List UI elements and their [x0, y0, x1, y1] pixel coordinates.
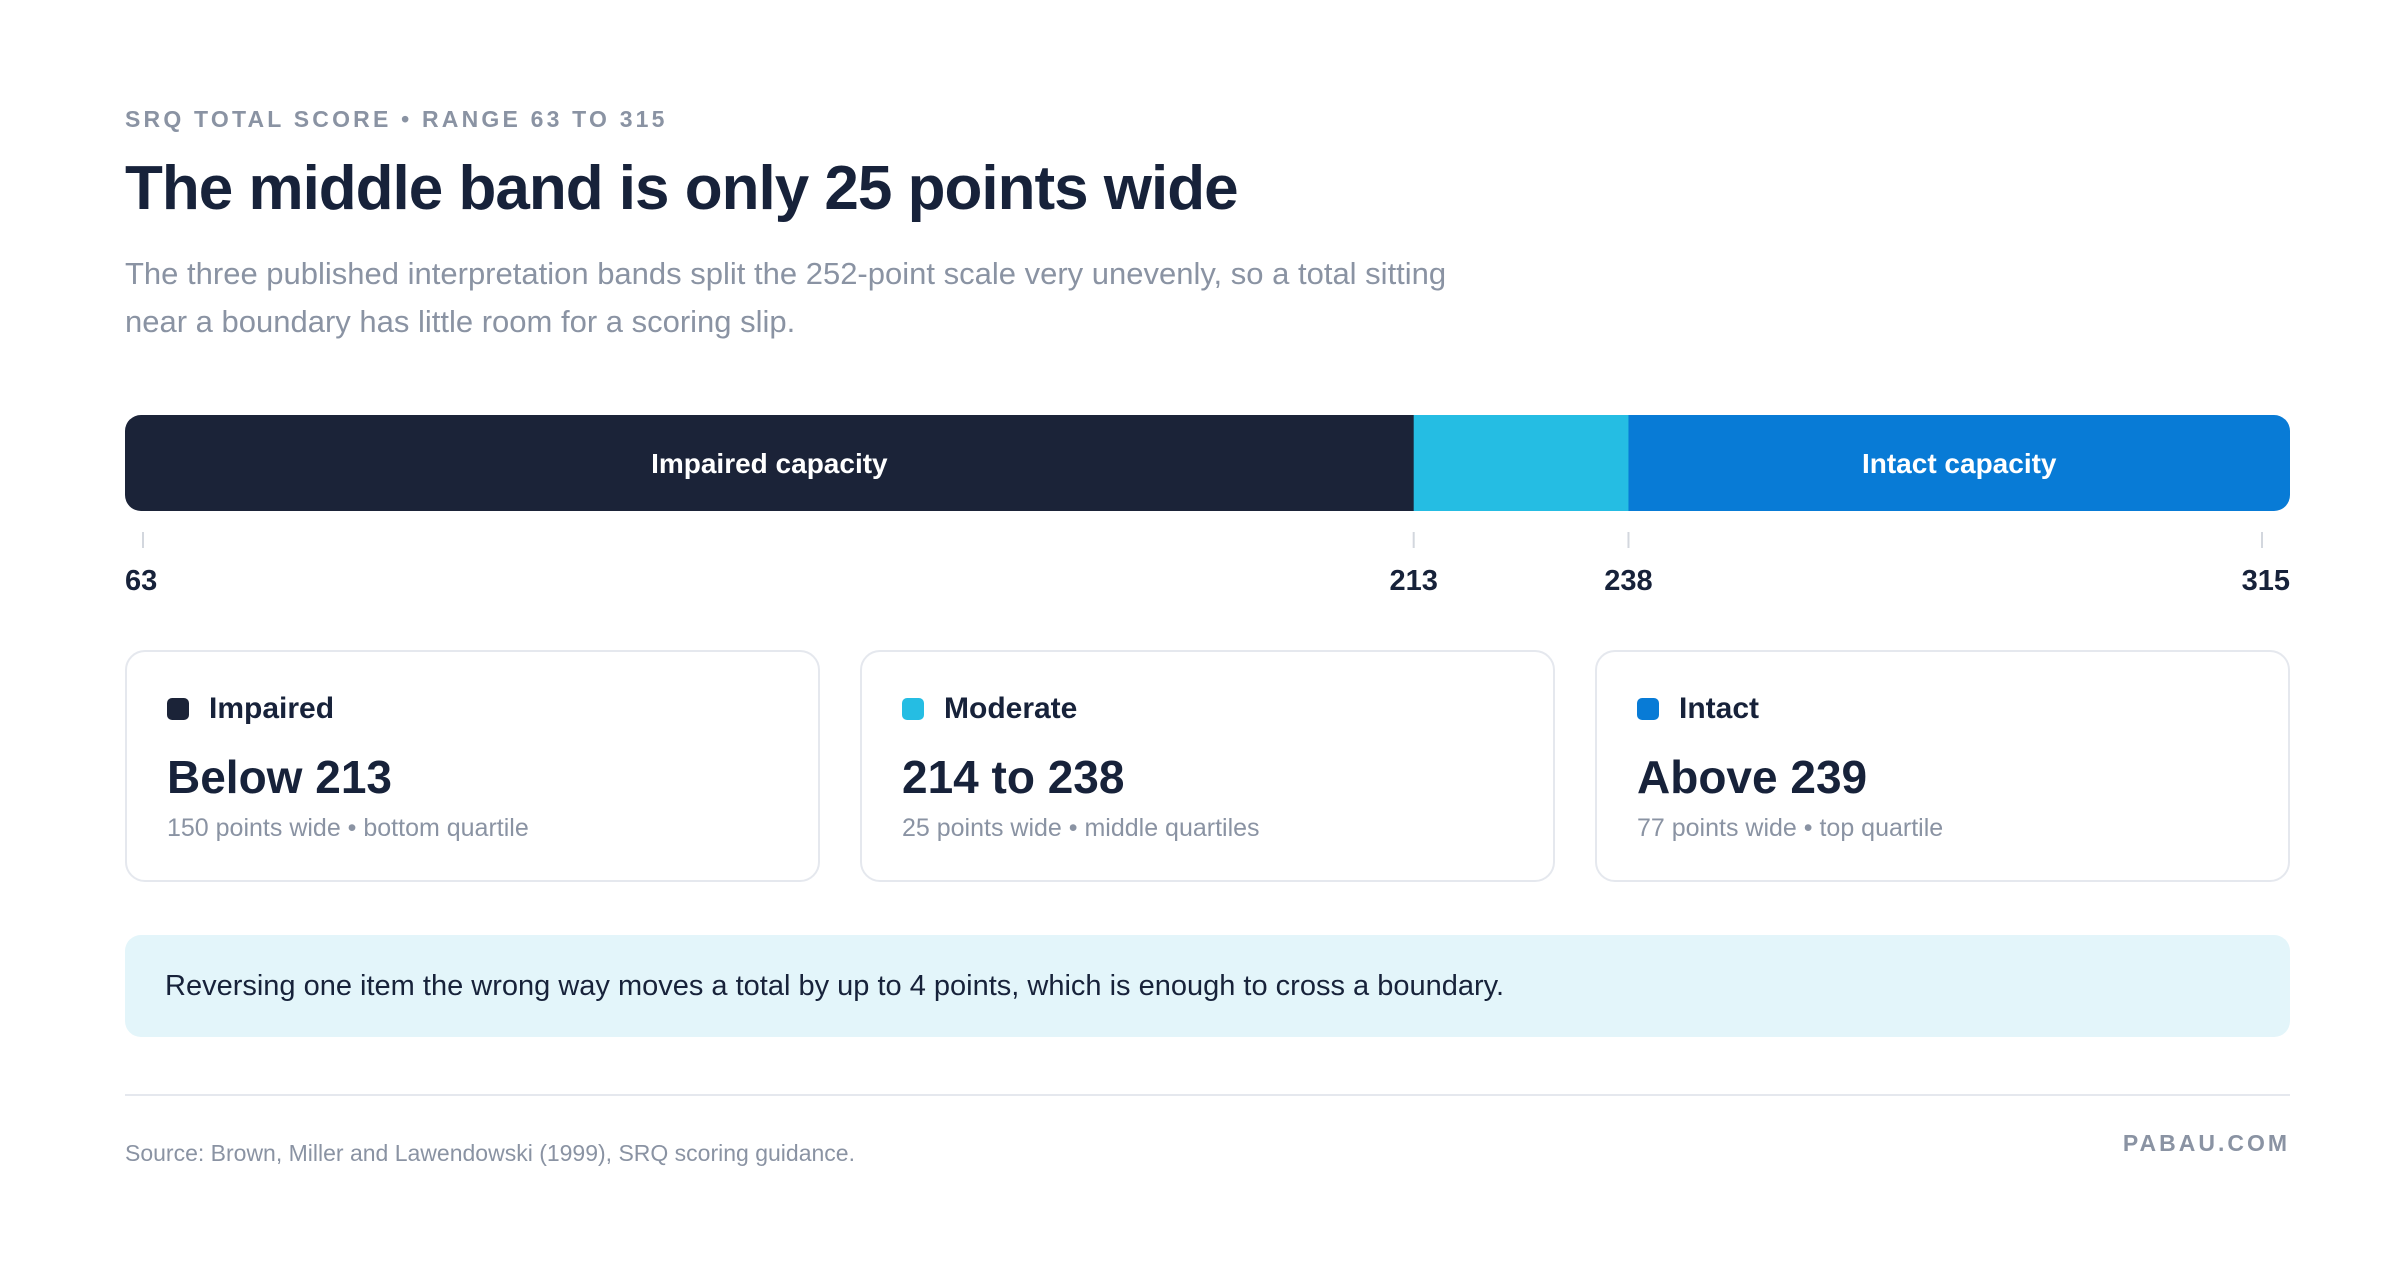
card-name: Moderate: [944, 692, 1078, 725]
band-segment-0: [125, 415, 1415, 511]
card-detail: 25 points wide • middle quartiles: [902, 814, 1260, 842]
band-segment-label: Impaired capacity: [651, 448, 888, 479]
score-band-chart: Impaired capacity Intact capacity 63 213 238…: [125, 415, 2290, 597]
card-range: 214 to 238: [902, 751, 1125, 803]
source-note: Source: Brown, Miller and Lawendowski (1…: [125, 1140, 855, 1166]
subtitle: The three published interpretation bands…: [125, 256, 1447, 339]
axis-tick-label: 63: [125, 565, 157, 597]
page-title: The middle band is only 25 points wide: [125, 154, 1239, 223]
eyebrow: SRQ TOTAL SCORE • RANGE 63 TO 315: [125, 106, 668, 132]
callout-note: Reversing one item the wrong way moves a…: [125, 935, 2290, 1037]
card-range: Above 239: [1637, 751, 1868, 803]
intact-swatch: [1637, 698, 1659, 720]
axis-tick-label: 213: [1389, 565, 1437, 597]
footer-divider: [125, 1094, 2290, 1096]
axis-tick-label: 238: [1604, 565, 1652, 597]
impaired-swatch: [167, 698, 189, 720]
card-detail: 150 points wide • bottom quartile: [167, 814, 529, 842]
card-range: Below 213: [167, 751, 392, 803]
axis-tick-label: 315: [2242, 565, 2290, 597]
band-segment-label: Intact capacity: [1862, 448, 2057, 479]
card-moderate: Moderate 214 to 238 25 points wide • mid…: [860, 650, 1555, 882]
card-detail: 77 points wide • top quartile: [1637, 814, 1944, 842]
band-segment-2: [1628, 415, 2290, 511]
card-name: Intact: [1679, 692, 1760, 725]
card-impaired: Impaired Below 213 150 points wide • bot…: [125, 650, 820, 882]
band-segment-1: [1413, 415, 1629, 511]
card-intact: Intact Above 239 77 points wide • top qu…: [1595, 650, 2290, 882]
moderate-swatch: [902, 698, 924, 720]
band-cards: Impaired Below 213 150 points wide • bot…: [125, 650, 2290, 884]
card-name: Impaired: [209, 692, 335, 725]
brand-wordmark: PABAU.COM: [2122, 1130, 2290, 1156]
